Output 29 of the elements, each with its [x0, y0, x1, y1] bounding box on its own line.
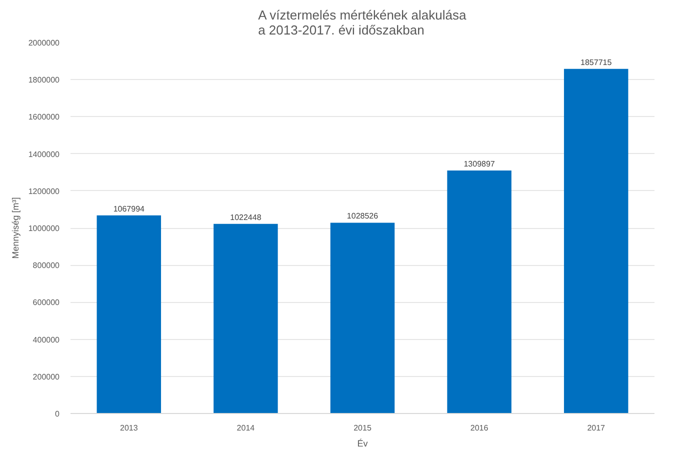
y-tick-label: 1600000: [28, 112, 60, 122]
data-label: 1022448: [230, 212, 262, 222]
y-tick-label: 1000000: [28, 224, 60, 233]
y-tick-label: 1800000: [28, 76, 60, 85]
x-tick-label: 2013: [120, 424, 138, 432]
x-tick-label: 2016: [470, 424, 489, 432]
x-tick-label: 2017: [587, 424, 606, 432]
y-tick-label: 400000: [32, 335, 60, 344]
y-tick-label: 1400000: [28, 150, 60, 159]
bar: [330, 222, 395, 414]
y-axis-title: Mennyiség [m³]: [10, 197, 20, 259]
bar: [96, 215, 162, 414]
bar: [447, 170, 512, 414]
y-tick-label: 600000: [32, 298, 60, 308]
x-tick-label: 2014: [236, 424, 256, 432]
y-tick-label: 800000: [32, 261, 60, 270]
chart-title: A víztermelés mértékének alakulása a 2013-2017. évi időszakban: [258, 8, 467, 38]
x-axis-title: Év: [357, 438, 368, 448]
y-tick-label: 1200000: [28, 186, 60, 196]
y-tick-label: 200000: [32, 372, 60, 382]
data-label: 1067994: [113, 204, 146, 214]
x-tick-label: 2015: [354, 424, 372, 432]
data-label: 1309897: [464, 160, 496, 169]
data-label: 1028526: [346, 212, 379, 221]
bar: [214, 224, 278, 414]
data-label: 1857715: [580, 58, 612, 67]
y-tick-label: 0: [55, 410, 60, 418]
bar: [564, 68, 628, 414]
y-tick-label: 2000000: [28, 38, 60, 48]
